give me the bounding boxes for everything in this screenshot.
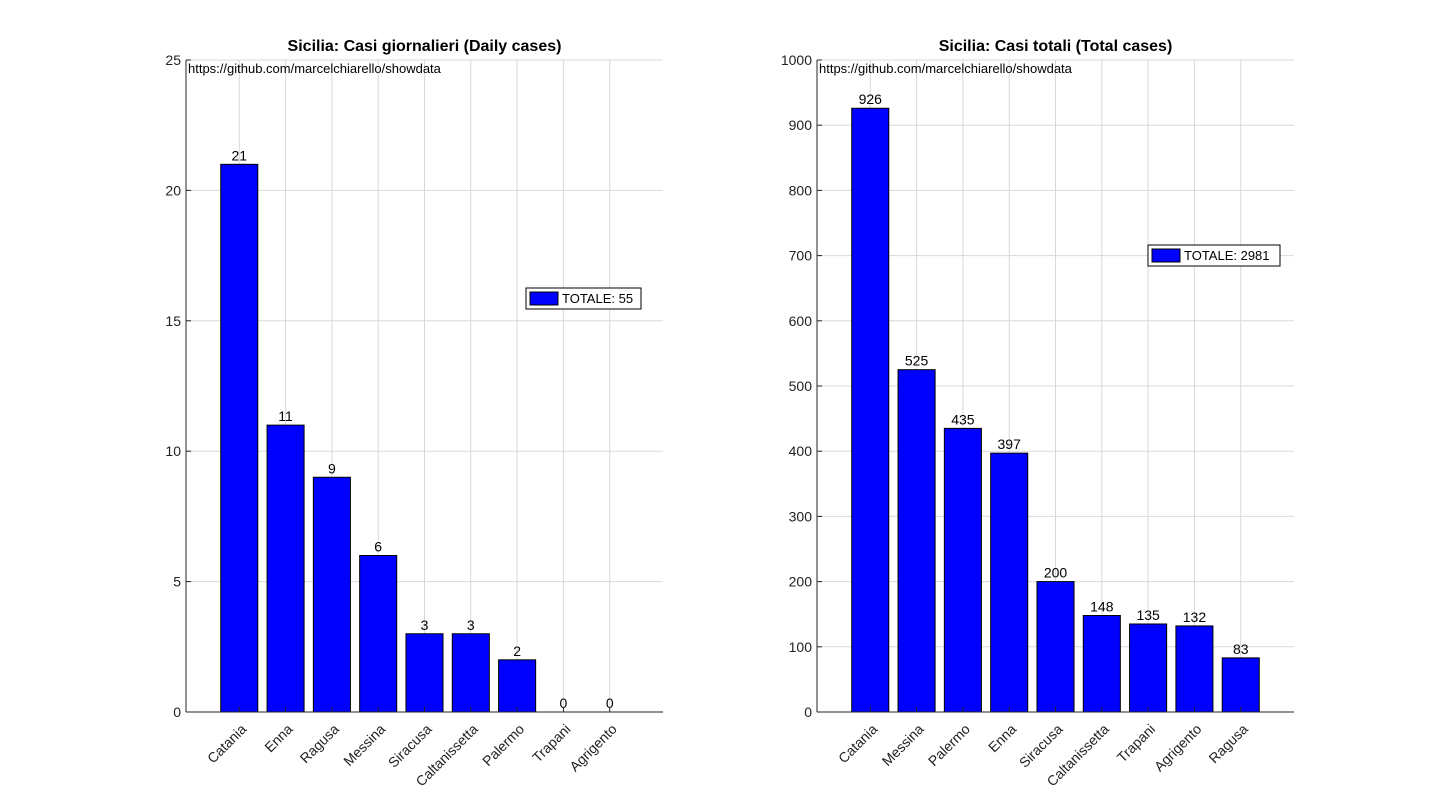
y-tick-label: 1000 [781,52,812,68]
x-tick-label: Ragusa [1205,721,1251,767]
y-tick-label: 500 [789,378,813,394]
bar-trapani [1129,623,1168,713]
bar-caltanissetta [1082,615,1121,713]
y-tick-label: 15 [165,313,181,329]
x-tick-label: Ragusa [297,721,343,767]
chart-title: Sicilia: Casi giornalieri (Daily cases) [288,38,562,55]
y-tick-label: 700 [789,248,813,264]
legend-swatch [1151,248,1181,263]
data-label: 0 [606,695,614,711]
data-label: 200 [1044,565,1068,581]
total-cases-chart: 926 525 435 397 200 148 135 132 83 0 100 200 300 400 5… [781,38,1294,789]
source-annotation: https://github.com/marcelchiarello/showd… [819,61,1073,76]
y-tick-label: 300 [789,508,813,524]
data-label: 132 [1183,609,1207,625]
x-tick-label: Palermo [479,721,527,769]
data-label: 135 [1136,607,1160,623]
y-tick-label: 0 [173,704,181,720]
bar-ragusa [1221,657,1260,713]
legend: TOTALE: 55 [525,287,642,310]
data-label: 9 [328,460,336,476]
source-annotation: https://github.com/marcelchiarello/showd… [188,61,442,76]
legend-label: TOTALE: 55 [562,291,633,306]
y-tick-label: 900 [789,117,813,133]
data-label: 0 [560,695,568,711]
data-label: 21 [231,147,247,163]
y-tick-label: 400 [789,443,813,459]
x-tick-label: Messina [879,721,927,769]
y-tick-label: 10 [165,443,181,459]
bar-enna [266,424,305,713]
bar-ragusa [312,476,351,713]
bar-messina [359,555,398,713]
x-tick-label: Agrigento [1151,721,1205,775]
data-label: 83 [1233,641,1249,657]
data-label: 435 [951,411,975,427]
legend-swatch [529,291,559,306]
x-tick-label: Catania [204,721,250,767]
data-label: 926 [859,91,883,107]
x-tick-label: Agrigento [566,721,620,775]
data-label: 6 [374,539,382,555]
bar-catania [220,163,259,713]
bar-enna [990,452,1029,713]
x-tick-label: Palermo [925,721,973,769]
y-tick-label: 200 [789,574,813,590]
legend-box [1147,244,1281,267]
bar-catania [851,107,890,713]
bar-palermo [943,427,982,713]
bar-palermo [498,659,537,713]
x-tick-label: Enna [985,721,1020,756]
chart-title: Sicilia: Casi totali (Total cases) [939,38,1173,55]
bar-caltanissetta [451,633,490,713]
data-label: 11 [278,408,293,424]
bar-siracusa [1036,581,1075,713]
x-tick-label: Enna [261,721,296,756]
data-label: 3 [467,617,475,633]
legend: TOTALE: 2981 [1147,244,1281,267]
bar-siracusa [405,633,444,713]
data-label: 525 [905,353,929,369]
y-tick-label: 20 [165,182,181,198]
bar-messina [897,369,936,713]
y-tick-label: 800 [789,182,813,198]
x-tick-label: Catania [835,721,881,767]
data-label: 397 [998,436,1022,452]
data-label: 148 [1090,599,1114,615]
y-tick-label: 25 [165,52,181,68]
x-tick-label: Trapani [1114,721,1159,766]
y-tick-label: 5 [173,574,181,590]
y-tick-label: 0 [804,704,812,720]
x-tick-label: Trapani [529,721,574,766]
bar-agrigento [1175,625,1214,713]
y-tick-label: 100 [789,639,813,655]
data-label: 3 [421,617,429,633]
data-label: 2 [513,643,521,659]
y-tick-label: 600 [789,313,813,329]
x-tick-label: Messina [340,721,388,769]
legend-label: TOTALE: 2981 [1184,248,1270,263]
